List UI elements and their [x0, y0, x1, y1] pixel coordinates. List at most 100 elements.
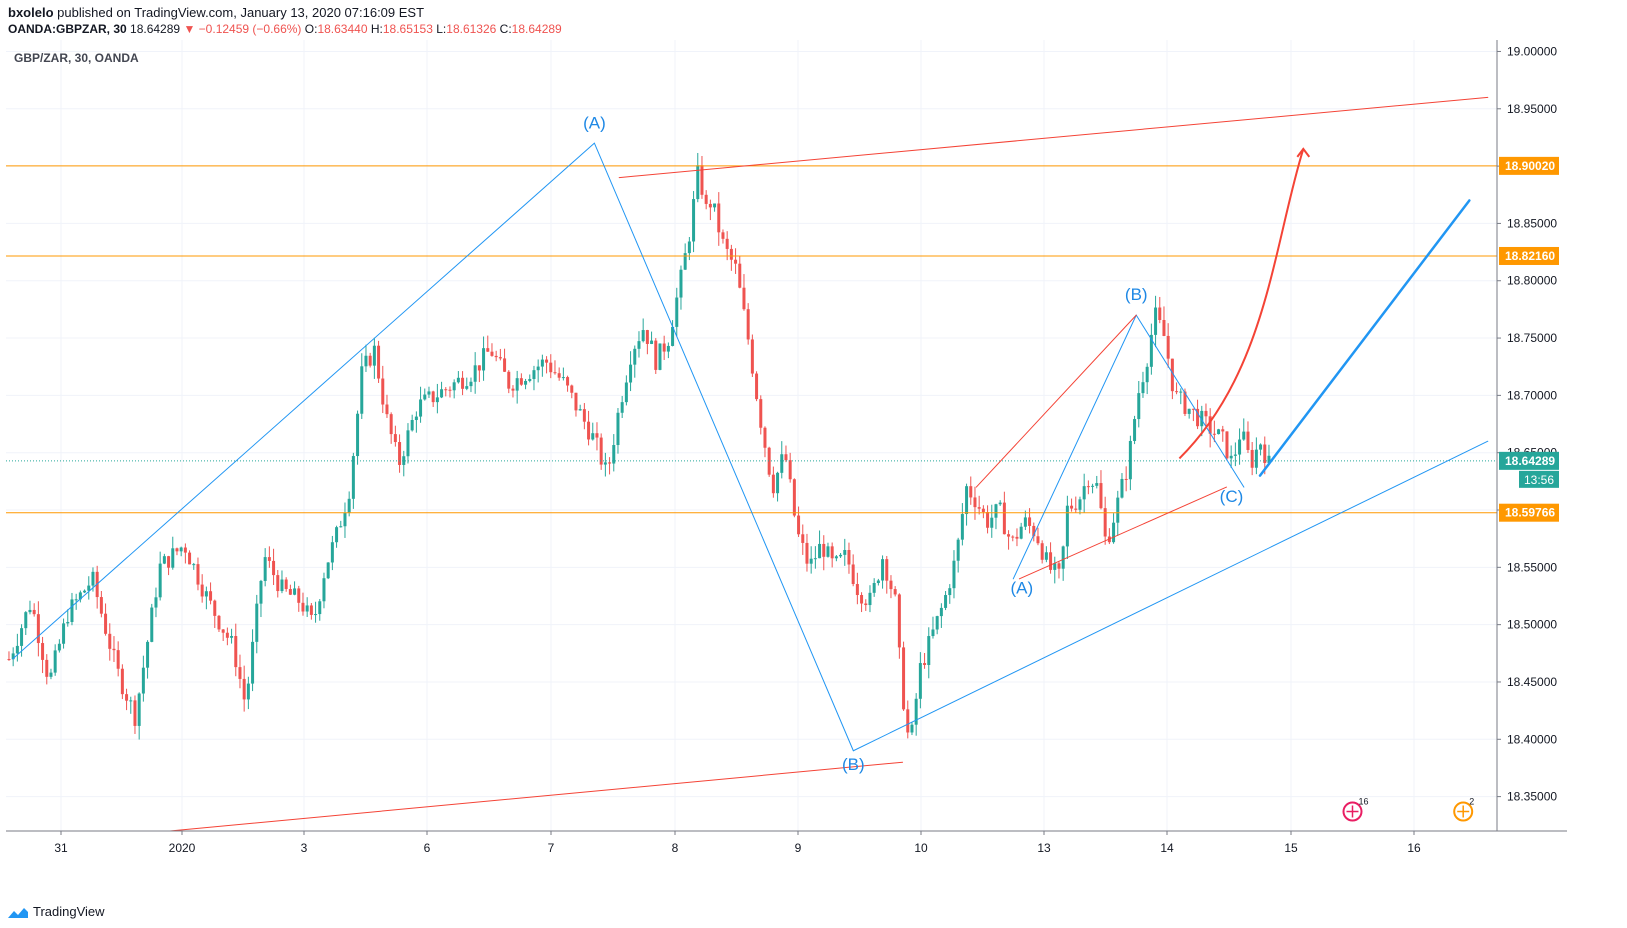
candle-body — [578, 409, 582, 411]
event-flag-icon[interactable]: 16 — [1342, 797, 1369, 822]
candle-body — [1112, 522, 1116, 543]
candle-body — [1208, 416, 1212, 434]
candle-body — [809, 558, 813, 564]
time-axis-label: 13 — [1037, 841, 1051, 855]
candle-body — [91, 571, 95, 586]
candle-body — [326, 562, 330, 579]
candle-body — [209, 591, 213, 601]
candle-body — [780, 454, 784, 473]
candle-body — [1128, 440, 1132, 480]
candle-body — [78, 592, 82, 600]
candle-body — [419, 399, 423, 417]
candle-body — [1246, 431, 1250, 450]
time-axis-label: 15 — [1284, 841, 1298, 855]
candle-body — [473, 365, 477, 382]
time-axis-label: 8 — [672, 841, 679, 855]
candle-body — [1263, 444, 1267, 464]
candle-body — [314, 614, 318, 616]
candle-body — [402, 456, 406, 465]
price-axis-label: 18.45000 — [1507, 675, 1557, 689]
candle-body — [830, 546, 834, 559]
candle-body — [204, 591, 208, 597]
candle-body — [108, 633, 112, 649]
candle-body — [650, 340, 654, 344]
candle-body — [570, 385, 574, 393]
candle-body — [41, 643, 45, 660]
candle-body — [990, 517, 994, 528]
candle-body — [62, 623, 66, 644]
candle-body — [1158, 307, 1162, 320]
candle-body — [1032, 525, 1036, 537]
candle-body — [57, 643, 61, 651]
candlestick-series — [7, 152, 1271, 740]
candle-body — [45, 659, 49, 677]
candle-body — [1259, 444, 1263, 450]
close-value: 18.64289 — [511, 22, 562, 36]
candle-body — [448, 389, 452, 391]
candle-body — [994, 504, 998, 518]
candle-body — [1044, 552, 1048, 560]
candle-body — [238, 667, 242, 679]
tradingview-logo[interactable]: TradingView — [6, 904, 105, 920]
candle-body — [918, 663, 922, 699]
level-price-tag-label: 18.59766 — [1505, 506, 1555, 520]
candle-body — [969, 486, 973, 498]
candle-body — [351, 456, 355, 499]
candle-body — [687, 241, 691, 254]
candle-body — [293, 588, 297, 595]
candle-body — [167, 556, 171, 568]
candle-body — [133, 700, 137, 726]
candle-body — [1225, 431, 1229, 459]
candle-body — [624, 382, 628, 403]
change-value: −0.12459 (−0.66%) — [198, 22, 302, 36]
candle-body — [1057, 563, 1061, 569]
candle-body — [662, 343, 666, 352]
candle-body — [1023, 517, 1027, 527]
candle-body — [36, 614, 40, 644]
time-axis-label: 3 — [301, 841, 308, 855]
trend-line — [852, 440, 1489, 752]
candle-body — [482, 348, 486, 371]
candle-body — [339, 526, 343, 528]
candle-body — [158, 563, 162, 598]
candle-body — [503, 358, 507, 372]
high-label: H: — [370, 22, 383, 36]
time-axis-label: 2020 — [169, 841, 196, 855]
candle-body — [1061, 546, 1065, 569]
candle-body — [1070, 505, 1074, 509]
candle-body — [1179, 391, 1183, 393]
candle-body — [519, 378, 523, 385]
candle-body — [188, 552, 192, 565]
candle-body — [629, 364, 633, 383]
candle-body — [1221, 429, 1225, 432]
candle-body — [767, 447, 771, 475]
time-axis-label: 31 — [54, 841, 68, 855]
candle-body — [599, 437, 603, 465]
candle-body — [876, 580, 880, 584]
candle-body — [675, 297, 679, 327]
event-flag-icon[interactable]: 2 — [1453, 797, 1474, 822]
candle-body — [435, 397, 439, 403]
candle-body — [15, 645, 19, 654]
candle-body — [494, 355, 498, 358]
candle-body — [679, 269, 683, 298]
candle-body — [549, 362, 553, 373]
candle-body — [885, 559, 889, 581]
candle-body — [104, 613, 108, 634]
candle-body — [532, 370, 536, 379]
chart-header: bxolelo published on TradingView.com, Ja… — [0, 0, 1627, 40]
candle-body — [696, 165, 700, 200]
candle-body — [7, 659, 11, 661]
candle-body — [591, 433, 595, 440]
author-name[interactable]: bxolelo — [8, 5, 54, 20]
price-axis-label: 18.50000 — [1507, 618, 1557, 632]
candle-body — [360, 366, 364, 414]
candle-body — [1187, 408, 1191, 414]
trend-line — [1258, 199, 1471, 477]
low-value: 18.61326 — [446, 22, 497, 36]
candle-body — [944, 595, 948, 608]
candle-body — [826, 546, 830, 557]
candle-body — [1103, 508, 1107, 537]
event-flag-count: 16 — [1359, 797, 1369, 807]
